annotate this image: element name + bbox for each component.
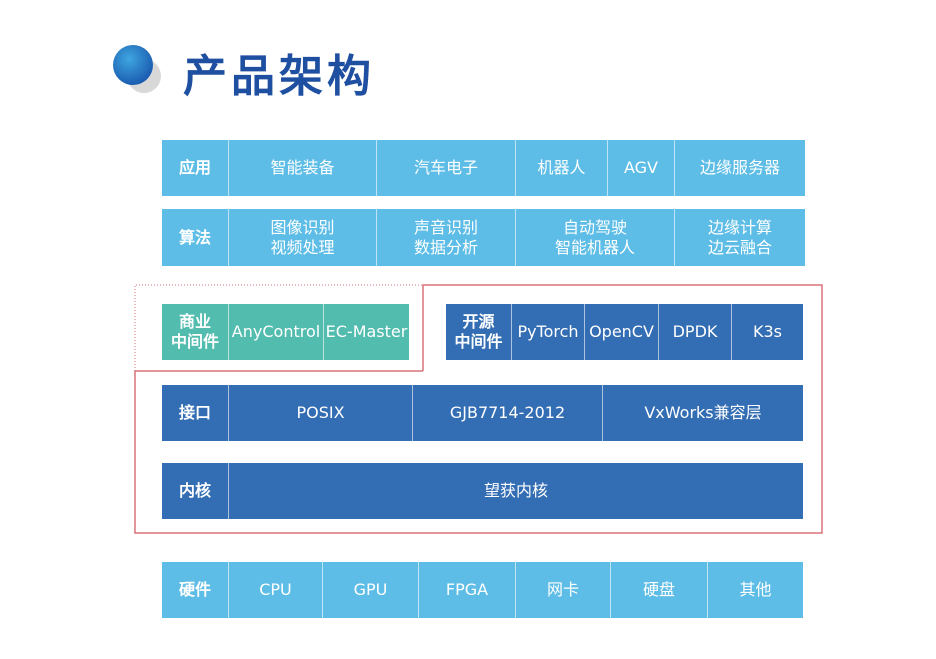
interface-item: VxWorks兼容层 xyxy=(602,385,803,441)
app-row-label: 应用 xyxy=(162,140,228,196)
opensource-item: K3s xyxy=(731,304,803,360)
opensource-item: DPDK xyxy=(658,304,731,360)
commercial-item: AnyControl xyxy=(228,304,323,360)
hardware-item: CPU xyxy=(228,562,322,618)
opensource-row-label: 开源 中间件 xyxy=(446,304,511,360)
app-item: AGV xyxy=(607,140,674,196)
hardware-item: GPU xyxy=(322,562,418,618)
kernel-item: 望获内核 xyxy=(228,463,803,519)
commercial-row-label: 商业 中间件 xyxy=(162,304,228,360)
hardware-row-label: 硬件 xyxy=(162,562,228,618)
hardware-item: FPGA xyxy=(418,562,515,618)
hardware-item: 其他 xyxy=(707,562,803,618)
algo-item: 自动驾驶 智能机器人 xyxy=(515,209,674,266)
hardware-item: 网卡 xyxy=(515,562,610,618)
algo-row-label: 算法 xyxy=(162,209,228,266)
app-item: 机器人 xyxy=(515,140,607,196)
opensource-item: PyTorch xyxy=(511,304,584,360)
interface-item: POSIX xyxy=(228,385,412,441)
hardware-item: 硬盘 xyxy=(610,562,707,618)
interface-item: GJB7714-2012 xyxy=(412,385,602,441)
algo-item: 边缘计算 边云融合 xyxy=(674,209,805,266)
title-bullet-icon xyxy=(113,45,161,93)
algo-item: 声音识别 数据分析 xyxy=(376,209,515,266)
kernel-row-label: 内核 xyxy=(162,463,228,519)
app-item: 边缘服务器 xyxy=(674,140,805,196)
opensource-item: OpenCV xyxy=(584,304,658,360)
commercial-item: EC-Master xyxy=(323,304,409,360)
page-title: 产品架构 xyxy=(183,51,375,102)
app-item: 智能装备 xyxy=(228,140,376,196)
app-item: 汽车电子 xyxy=(376,140,515,196)
algo-item: 图像识别 视频处理 xyxy=(228,209,376,266)
interface-row-label: 接口 xyxy=(162,385,228,441)
